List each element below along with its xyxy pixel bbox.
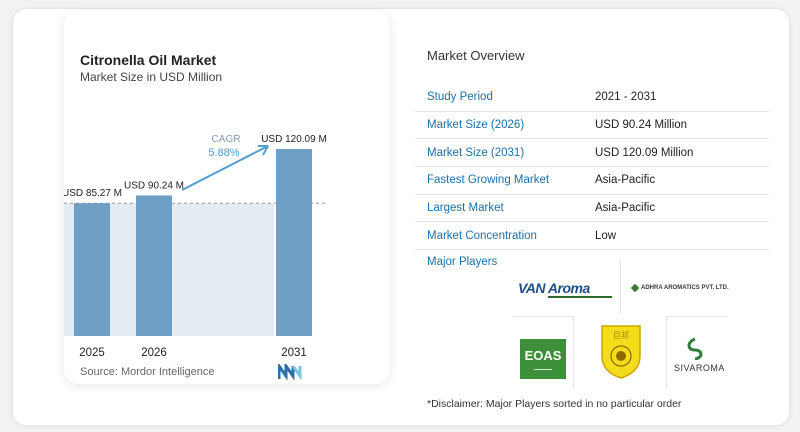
players-title: Major Players bbox=[427, 256, 498, 268]
sivaroma-leaf-icon bbox=[687, 338, 703, 360]
overview-key: Study Period bbox=[415, 84, 595, 112]
overview-key: Fastest Growing Market bbox=[415, 166, 595, 195]
overview-value: Asia-Pacific bbox=[595, 194, 769, 223]
grid-divider bbox=[514, 316, 574, 317]
category-label: 2025 bbox=[79, 347, 105, 359]
grid-divider bbox=[620, 260, 621, 314]
category-label: 2026 bbox=[141, 347, 167, 359]
overview-value: USD 90.24 Million bbox=[595, 111, 769, 140]
sivaroma-logo: SIVAROMA bbox=[674, 363, 725, 373]
adhra-logo: ADHRA AROMATICS PVT. LTD. bbox=[641, 285, 729, 291]
overview-value: Low bbox=[595, 221, 769, 251]
overview-key: Largest Market bbox=[415, 194, 595, 223]
value-label: USD 120.09 M bbox=[261, 134, 327, 145]
overview-key: Market Concentration bbox=[415, 221, 595, 251]
bar-chart: USD 85.27 M 2025 USD 90.24 M 2026 USD 120.09… bbox=[64, 134, 327, 359]
vanaroma-logo: VAN Aroma bbox=[518, 280, 590, 296]
overview-table: Study Period 2021 - 2031 Market Size (2026… bbox=[415, 84, 769, 251]
overview-value: USD 120.09 Million bbox=[595, 138, 769, 168]
cagr-label: CAGR bbox=[212, 134, 241, 145]
chart-subtitle: Market Size in USD Million bbox=[80, 70, 223, 84]
eoas-subtext-line bbox=[534, 369, 552, 370]
overview-row: Study Period 2021 - 2031 bbox=[415, 84, 769, 112]
eoas-logo-box: EOAS bbox=[520, 339, 566, 379]
overview-value: Asia-Pacific bbox=[595, 166, 769, 195]
bar bbox=[136, 195, 172, 336]
category-label: 2031 bbox=[281, 347, 307, 359]
overview-row: Market Concentration Low bbox=[415, 221, 769, 251]
overview-value: 2021 - 2031 bbox=[595, 84, 769, 112]
bar bbox=[276, 148, 312, 336]
overview-row: Fastest Growing Market Asia-Pacific bbox=[415, 166, 769, 195]
overview-row: Largest Market Asia-Pacific bbox=[415, 194, 769, 223]
source-text: Source: Mordor Intelligence bbox=[80, 366, 215, 378]
overview-key: Market Size (2031) bbox=[415, 138, 595, 168]
overview-row: Market Size (2031) USD 120.09 Million bbox=[415, 138, 769, 168]
value-label: USD 90.24 M bbox=[124, 180, 184, 191]
vanaroma-underline bbox=[548, 296, 612, 298]
chart-title: Citronella Oil Market bbox=[80, 52, 217, 68]
chart-panel: Citronella Oil Market Market Size in USD… bbox=[64, 10, 390, 384]
disclaimer-text: *Disclaimer: Major Players sorted in no … bbox=[427, 398, 682, 410]
bar bbox=[74, 203, 110, 336]
grid-divider bbox=[573, 316, 574, 388]
overview-key: Market Size (2026) bbox=[415, 111, 595, 140]
eoas-logo: EOAS bbox=[524, 348, 562, 363]
cagr-value: 5.88% bbox=[208, 147, 239, 159]
overview-title: Market Overview bbox=[427, 48, 525, 63]
value-label: USD 85.27 M bbox=[64, 188, 122, 199]
cagr-arrow bbox=[181, 145, 269, 191]
grid-divider bbox=[666, 316, 667, 388]
grid-divider bbox=[666, 316, 728, 317]
svg-text:巨邦: 巨邦 bbox=[613, 330, 629, 340]
overview-row: Market Size (2026) USD 90.24 Million bbox=[415, 111, 769, 140]
cagr-arrowhead bbox=[258, 145, 269, 156]
mordor-logo-icon bbox=[278, 364, 302, 380]
shield-logo-icon: 巨邦 bbox=[598, 322, 644, 380]
